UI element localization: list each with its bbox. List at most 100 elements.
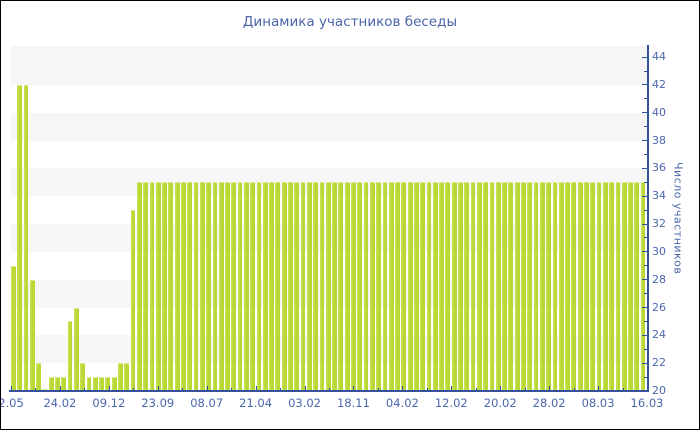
x-minor-tick xyxy=(182,387,184,390)
bar xyxy=(621,182,627,391)
y-minor-tick xyxy=(644,98,647,100)
bar xyxy=(92,377,98,391)
bar xyxy=(483,182,489,391)
bar xyxy=(539,182,545,391)
x-tick-label: 09.12 xyxy=(92,396,126,410)
y-tick-label: 28 xyxy=(652,272,666,286)
bar xyxy=(149,182,155,391)
x-tick-label: 08.07 xyxy=(190,396,224,410)
bar xyxy=(395,182,400,391)
bar xyxy=(206,182,211,391)
x-minor-tick xyxy=(133,387,135,390)
bar xyxy=(36,363,41,391)
bar xyxy=(552,182,558,391)
bar xyxy=(199,182,205,391)
y-minor-tick xyxy=(644,265,647,267)
bar xyxy=(174,182,180,391)
bar xyxy=(256,182,262,391)
bar xyxy=(332,182,337,391)
y-tick-label: 38 xyxy=(652,133,666,147)
bar xyxy=(577,182,583,391)
x-minor-tick xyxy=(573,387,575,390)
x-tick-label: 18.11 xyxy=(336,396,370,410)
x-minor-tick xyxy=(35,387,37,390)
y-major-tick xyxy=(642,56,647,58)
y-major-tick xyxy=(642,251,647,253)
bar xyxy=(262,182,268,391)
bar xyxy=(533,182,539,391)
bar xyxy=(382,182,388,391)
bar xyxy=(67,321,73,391)
x-tick-label: 04.02 xyxy=(385,396,419,410)
bar xyxy=(99,377,104,391)
bar xyxy=(48,377,54,391)
bar xyxy=(351,182,356,391)
bar xyxy=(407,182,413,391)
x-tick-label: 2.05 xyxy=(0,396,24,410)
bar xyxy=(514,182,520,391)
y-major-tick xyxy=(642,140,647,142)
bar xyxy=(602,182,608,391)
grid-band xyxy=(11,46,647,85)
bar xyxy=(439,182,444,391)
x-tick-label: 24.02 xyxy=(43,396,77,410)
x-tick-label: 16.03 xyxy=(630,396,664,410)
bar xyxy=(369,182,375,391)
bar xyxy=(225,182,230,391)
bar xyxy=(313,182,319,391)
bar xyxy=(357,182,363,391)
bar xyxy=(451,182,457,391)
bar xyxy=(306,182,312,391)
bar xyxy=(596,182,602,391)
y-minor-tick xyxy=(644,181,647,183)
bar xyxy=(432,182,438,391)
bar xyxy=(426,182,432,391)
bar xyxy=(470,182,476,391)
y-minor-tick xyxy=(644,348,647,350)
bar xyxy=(615,182,621,391)
bar xyxy=(86,377,92,391)
y-tick-label: 42 xyxy=(652,77,666,91)
y-tick-label: 40 xyxy=(652,105,666,119)
x-major-tick xyxy=(157,386,159,390)
bar xyxy=(162,182,167,391)
bar xyxy=(388,182,394,391)
x-major-tick xyxy=(206,386,208,390)
x-major-tick xyxy=(59,386,61,390)
x-tick-label: 03.02 xyxy=(288,396,321,410)
y-tick-label: 30 xyxy=(652,244,666,258)
bar xyxy=(338,182,344,391)
x-axis-line xyxy=(9,390,649,392)
x-minor-tick xyxy=(475,387,477,390)
bar xyxy=(521,182,526,391)
bar xyxy=(325,182,331,391)
bar xyxy=(73,307,79,391)
bar xyxy=(634,182,640,391)
x-tick-label: 20.02 xyxy=(483,396,517,410)
x-major-tick xyxy=(451,386,453,390)
bar xyxy=(250,182,256,391)
x-minor-tick xyxy=(280,387,282,390)
bar xyxy=(640,182,646,391)
y-tick-label: 26 xyxy=(652,300,666,314)
y-minor-tick xyxy=(644,70,647,72)
x-minor-tick xyxy=(84,387,86,390)
bar xyxy=(319,182,325,391)
bar xyxy=(464,182,470,391)
x-tick-label: 21.04 xyxy=(239,396,273,410)
bar xyxy=(294,182,300,391)
y-tick-label: 44 xyxy=(652,50,666,64)
x-minor-tick xyxy=(426,387,428,390)
bar xyxy=(187,182,193,391)
bar xyxy=(155,182,161,391)
x-minor-tick xyxy=(622,387,624,390)
bar xyxy=(23,84,29,391)
x-minor-tick xyxy=(377,387,379,390)
bar xyxy=(344,182,350,391)
x-minor-tick xyxy=(524,387,526,390)
y-major-tick xyxy=(642,167,647,169)
x-major-tick xyxy=(402,386,404,390)
x-major-tick xyxy=(108,386,110,390)
bar xyxy=(376,182,382,391)
bar xyxy=(401,182,407,391)
